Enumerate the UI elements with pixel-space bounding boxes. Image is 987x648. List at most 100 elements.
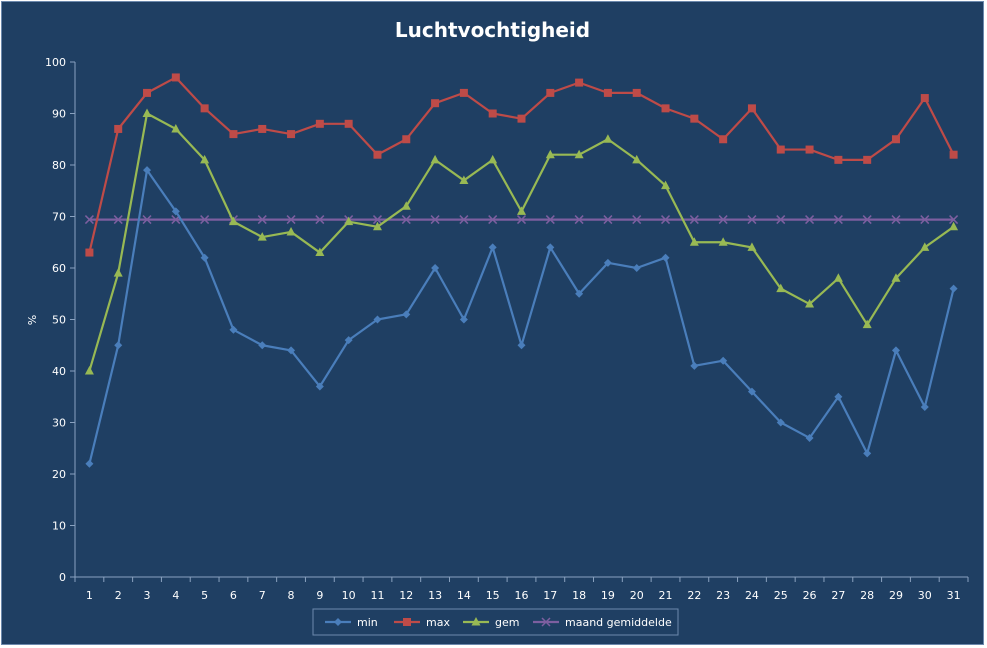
data-point	[949, 215, 959, 225]
data-point	[661, 104, 670, 113]
data-point	[488, 215, 498, 225]
data-point	[920, 94, 929, 103]
data-point	[459, 315, 468, 324]
data-point	[459, 88, 468, 97]
y-tick-label: 80	[52, 159, 66, 172]
y-tick-label: 60	[52, 262, 66, 275]
x-marker-stroke	[459, 215, 469, 225]
data-point	[833, 273, 843, 282]
legend-entry-max: max	[394, 616, 450, 629]
data-point	[747, 104, 756, 113]
data-point	[488, 154, 498, 164]
legend-label: max	[426, 616, 450, 629]
x-marker-stroke	[545, 215, 555, 225]
x-tick-label: 31	[947, 589, 961, 602]
x-tick-label: 12	[399, 589, 413, 602]
x-marker-stroke	[632, 215, 642, 225]
x-marker-stroke	[776, 215, 786, 225]
series-gem	[84, 108, 959, 375]
data-point	[402, 135, 411, 144]
data-point	[228, 216, 238, 226]
x-marker-stroke	[142, 215, 152, 225]
legend-swatch-marker	[334, 618, 342, 626]
data-point	[113, 215, 123, 225]
x-marker-stroke	[833, 215, 843, 225]
y-tick-label: 20	[52, 468, 66, 481]
x-tick-label: 19	[601, 589, 615, 602]
data-point	[517, 206, 526, 215]
data-point	[315, 247, 325, 257]
data-point	[862, 215, 872, 225]
x-tick-label: 15	[486, 589, 500, 602]
series-layer	[84, 73, 959, 468]
data-point	[805, 299, 815, 308]
y-tick-label: 30	[52, 417, 66, 430]
legend-swatch-marker	[541, 617, 551, 627]
data-point	[459, 215, 469, 225]
x-tick-label: 13	[428, 589, 442, 602]
data-point	[517, 114, 526, 123]
data-point	[286, 215, 296, 225]
x-marker-stroke	[661, 215, 671, 225]
x-marker-stroke	[747, 215, 757, 225]
legend-swatch-marker	[403, 618, 411, 626]
data-point	[516, 215, 527, 225]
y-tick-label: 10	[52, 520, 66, 533]
data-point	[719, 135, 728, 144]
data-point	[949, 221, 959, 231]
data-point	[229, 130, 238, 139]
data-point	[287, 130, 296, 139]
data-point	[546, 88, 555, 97]
data-point	[689, 237, 699, 246]
data-point	[344, 216, 354, 226]
x-tick-label: 17	[543, 589, 557, 602]
data-point	[143, 88, 152, 97]
x-tick-label: 27	[831, 589, 845, 602]
x-tick-label: 2	[115, 589, 122, 602]
x-marker-stroke	[920, 215, 930, 225]
data-point	[545, 149, 555, 159]
data-point	[459, 175, 469, 184]
data-point	[776, 283, 786, 293]
data-point	[575, 289, 584, 298]
x-tick-label: 7	[259, 589, 266, 602]
data-point	[603, 88, 612, 97]
data-point	[862, 319, 872, 329]
x-marker-stroke	[718, 215, 728, 225]
data-point	[114, 341, 123, 350]
data-point	[401, 201, 411, 210]
x-tick-label: 10	[342, 589, 356, 602]
data-point	[229, 325, 238, 334]
data-point	[834, 392, 843, 401]
data-point	[661, 253, 670, 262]
y-tick-label: 90	[52, 108, 66, 121]
data-point	[431, 264, 440, 272]
data-point	[689, 215, 699, 225]
x-marker-stroke	[689, 215, 699, 225]
data-point	[171, 73, 180, 82]
data-point	[632, 215, 642, 225]
x-marker-stroke	[488, 215, 498, 225]
y-tick-label: 50	[52, 314, 66, 327]
data-point	[344, 336, 353, 345]
data-point	[142, 108, 152, 117]
data-point	[431, 99, 440, 108]
x-marker-stroke	[315, 215, 325, 225]
data-point	[373, 150, 382, 159]
data-point	[776, 145, 785, 154]
data-point	[805, 433, 814, 442]
data-point	[344, 119, 353, 128]
x-marker-stroke	[891, 215, 901, 225]
data-point	[834, 155, 843, 164]
legend-entry-min: min	[325, 616, 378, 629]
data-point	[430, 154, 440, 164]
x-marker-stroke	[200, 215, 210, 225]
x-marker-stroke	[574, 215, 584, 225]
x-tick-label: 29	[889, 589, 903, 602]
series-maand-gemiddelde	[84, 215, 959, 225]
x-marker-stroke	[286, 215, 296, 225]
data-point	[949, 284, 958, 293]
x-marker-stroke	[372, 215, 382, 225]
data-point	[84, 366, 94, 375]
data-point	[632, 264, 641, 272]
